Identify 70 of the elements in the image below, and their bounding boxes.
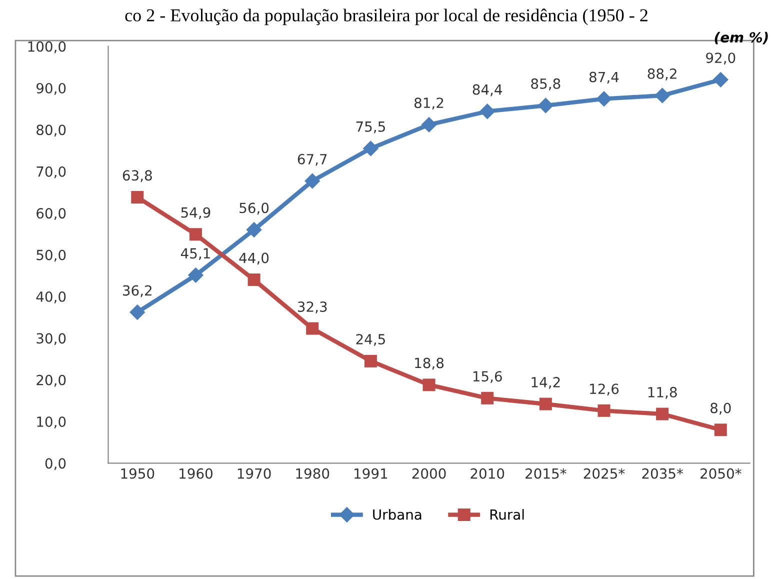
x-tick-label: 1950 bbox=[121, 468, 154, 479]
point bbox=[246, 222, 262, 238]
y-tick-label: 50,0 bbox=[36, 250, 66, 262]
point bbox=[363, 140, 378, 156]
y-tick-label: 40,0 bbox=[36, 291, 66, 304]
point bbox=[421, 117, 437, 132]
y-tick-label: 100,0 bbox=[28, 41, 66, 54]
data-label: 36,2 bbox=[122, 285, 152, 298]
x-tick-label: 2050* bbox=[700, 468, 742, 479]
point bbox=[598, 404, 610, 417]
point bbox=[189, 228, 202, 241]
point bbox=[422, 378, 436, 392]
data-label: 63,8 bbox=[122, 170, 152, 182]
y-tick-label: 80,0 bbox=[36, 124, 66, 137]
data-label: 84,4 bbox=[472, 84, 502, 96]
data-label: 45,1 bbox=[180, 248, 210, 260]
legend-label: Rural bbox=[490, 509, 524, 520]
point bbox=[130, 304, 145, 320]
x-tick-label: 1991 bbox=[354, 468, 388, 479]
point bbox=[538, 98, 554, 114]
data-label: 44,0 bbox=[239, 252, 269, 265]
data-label: 24,5 bbox=[356, 334, 385, 346]
data-label: 92,0 bbox=[706, 52, 736, 65]
data-label: 18,8 bbox=[415, 358, 444, 370]
point bbox=[248, 274, 260, 286]
point bbox=[131, 190, 144, 204]
y-tick-label: 90,0 bbox=[36, 82, 66, 95]
y-tick-label: 60,0 bbox=[36, 208, 66, 220]
y-tick-label: 70,0 bbox=[36, 166, 66, 178]
point bbox=[713, 72, 728, 88]
point bbox=[596, 91, 612, 106]
data-label: 85,8 bbox=[531, 78, 560, 90]
y-tick-label: 10,0 bbox=[37, 416, 66, 428]
y-tick-label: 0,0 bbox=[45, 458, 66, 470]
x-tick-label: 2035* bbox=[642, 468, 684, 479]
data-label: 87,4 bbox=[589, 72, 619, 84]
point bbox=[480, 104, 495, 119]
data-label: 11,8 bbox=[648, 386, 677, 399]
point bbox=[654, 88, 670, 104]
x-tick-label: 2025* bbox=[584, 468, 625, 479]
point bbox=[306, 322, 319, 335]
data-label: 81,2 bbox=[414, 98, 444, 110]
data-label: 15,6 bbox=[473, 371, 502, 384]
point bbox=[188, 268, 204, 283]
text: (em %) bbox=[714, 32, 768, 44]
data-label: 75,5 bbox=[356, 122, 385, 134]
data-label: 8,0 bbox=[710, 402, 731, 415]
x-tick-label: 2015* bbox=[526, 468, 566, 479]
point bbox=[481, 392, 494, 404]
x-tick-label: 2000 bbox=[412, 468, 446, 479]
point bbox=[539, 398, 552, 410]
data-label: 67,7 bbox=[298, 154, 327, 166]
data-label: 14,2 bbox=[532, 376, 560, 389]
x-tick-label: 1970 bbox=[238, 468, 271, 479]
data-label: 12,6 bbox=[590, 384, 619, 396]
data-label: 54,9 bbox=[181, 207, 210, 220]
y-tick-label: 30,0 bbox=[36, 333, 66, 346]
x-tick-label: 2010 bbox=[470, 468, 504, 479]
point bbox=[364, 354, 377, 368]
chart-title: co 2 - Evolução da população brasileira por local de residência (1950 - 2 bbox=[125, 8, 648, 26]
point bbox=[304, 173, 320, 189]
point bbox=[656, 408, 669, 420]
data-label: 56,0 bbox=[240, 202, 269, 215]
x-tick-label: 1960 bbox=[180, 468, 212, 479]
data-label: 32,3 bbox=[298, 301, 327, 314]
point bbox=[714, 424, 727, 436]
data-label: 88,2 bbox=[648, 68, 676, 80]
legend-label: Urbana bbox=[373, 509, 422, 520]
y-tick-label: 20,0 bbox=[36, 374, 66, 387]
x-tick-label: 1980 bbox=[296, 468, 330, 479]
